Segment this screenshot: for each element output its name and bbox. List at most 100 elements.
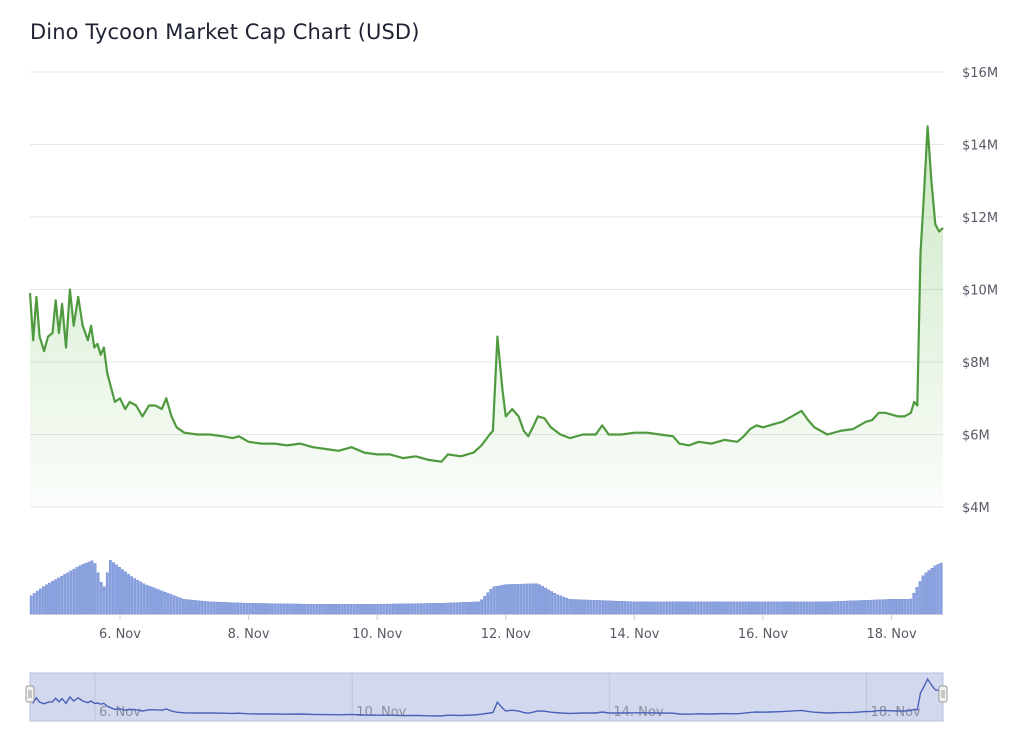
volume-bar: [227, 602, 231, 615]
volume-bar: [121, 569, 124, 615]
volume-bar: [373, 604, 377, 615]
volume-bar: [346, 604, 350, 615]
volume-bar: [486, 592, 490, 615]
volume-bar: [559, 595, 563, 615]
volume-bar: [751, 601, 754, 615]
volume-bar: [376, 604, 380, 615]
volume-bar: [172, 595, 176, 615]
volume-bar: [763, 601, 767, 615]
volume-bar: [891, 599, 894, 615]
x-tick-label: 12. Nov: [481, 627, 531, 642]
volume-bar: [382, 603, 386, 615]
volume-bar: [513, 584, 517, 615]
volume-bar: [827, 601, 830, 615]
volume-bar: [160, 590, 164, 615]
market-cap-series[interactable]: [28, 125, 944, 508]
volume-bar: [300, 603, 304, 615]
volume-bar: [605, 600, 608, 615]
volume-bar: [398, 603, 401, 615]
volume-bar: [334, 604, 337, 615]
volume-bar: [489, 588, 493, 615]
volume-bar: [808, 601, 812, 615]
volume-bar: [404, 603, 407, 615]
volume-bar: [352, 604, 356, 615]
volume-bar: [410, 603, 414, 615]
volume-bar: [574, 599, 578, 615]
volume-bar: [236, 602, 240, 615]
volume-bar: [748, 601, 751, 615]
market-cap-line[interactable]: [28, 125, 944, 463]
volume-bar: [516, 584, 520, 615]
volume-bar: [577, 599, 581, 615]
volume-bar: [522, 583, 526, 615]
volume-bar: [851, 600, 855, 615]
navigator-right-handle[interactable]: [938, 685, 948, 703]
volume-bar: [112, 562, 115, 615]
volume-bar: [267, 603, 270, 615]
volume-bar: [206, 601, 210, 615]
volume-bar: [869, 599, 873, 615]
volume-bar: [264, 603, 267, 615]
volume-bar: [115, 564, 118, 615]
volume-bar: [602, 600, 605, 615]
volume-bar: [781, 601, 785, 615]
volume-bar: [230, 602, 234, 615]
navigator-left-handle[interactable]: [25, 685, 35, 703]
volume-bar: [687, 601, 690, 615]
volume-bar: [401, 603, 404, 615]
volume-bar: [617, 600, 620, 615]
volume-bar: [388, 603, 392, 615]
volume-bar: [705, 601, 709, 615]
volume-bar: [416, 603, 420, 615]
volume-bar: [504, 584, 508, 615]
volume-bar: [900, 599, 903, 615]
volume-bar: [45, 584, 48, 615]
volume-bar: [653, 601, 657, 615]
volume-bar: [626, 601, 630, 615]
volume-bar: [169, 594, 173, 615]
volume-bar: [735, 601, 739, 615]
volume-bar: [154, 588, 158, 615]
volume-bar: [641, 601, 645, 615]
y-tick-label: $10M: [962, 284, 998, 299]
volume-bar: [364, 604, 368, 615]
y-axis-labels: $4M $6M $8M $10M $12M $14M $16M: [962, 66, 998, 516]
volume-bar: [315, 604, 319, 615]
volume-bar: [306, 603, 310, 615]
volume-bar: [598, 600, 602, 615]
volume-bar: [294, 603, 298, 615]
volume-bar: [805, 601, 809, 615]
volume-bar: [99, 581, 103, 615]
volume-bar: [81, 564, 85, 615]
volume-bar: [699, 601, 703, 615]
y-tick-label: $8M: [962, 356, 990, 371]
volume-bar: [215, 601, 219, 615]
volume-bar: [148, 586, 152, 615]
volume-bar: [821, 601, 824, 615]
volume-bar: [194, 600, 197, 615]
volume-bar: [54, 579, 57, 615]
y-tick-label: $6M: [962, 429, 990, 444]
volume-bar: [903, 599, 907, 615]
volume-bar: [163, 591, 167, 615]
volume-bar: [498, 585, 502, 615]
volume-bar: [434, 603, 438, 615]
volume-bar: [124, 571, 127, 615]
volume-series[interactable]: [29, 560, 943, 615]
volume-bar: [130, 576, 134, 615]
volume-bar: [239, 602, 243, 615]
volume-bar: [355, 604, 359, 615]
volume-bar: [754, 601, 757, 615]
volume-bar: [458, 602, 462, 615]
volume-bar: [468, 601, 471, 615]
range-navigator[interactable]: 6. Nov 10. Nov 14. Nov 18. Nov: [25, 672, 948, 722]
volume-bar: [918, 581, 922, 615]
volume-bar: [818, 601, 821, 615]
volume-bar: [428, 603, 432, 615]
volume-bar: [48, 582, 51, 615]
volume-bar: [681, 601, 684, 615]
volume-bar: [668, 601, 672, 615]
volume-bar: [443, 602, 447, 615]
volume-bar: [745, 601, 748, 615]
